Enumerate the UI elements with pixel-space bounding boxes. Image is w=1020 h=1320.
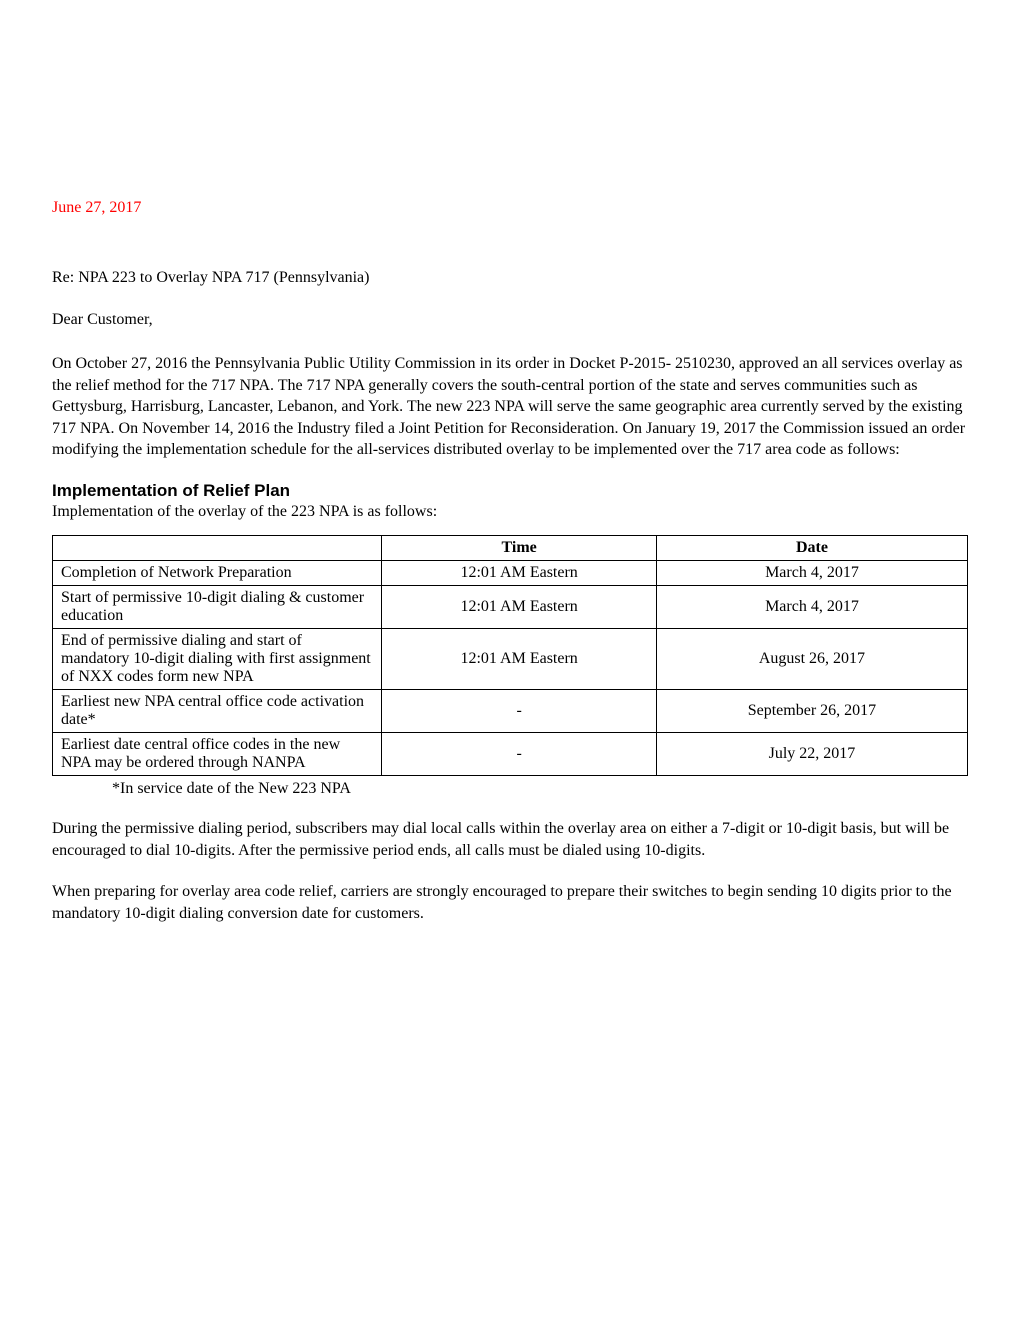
- row-label: Completion of Network Preparation: [53, 560, 382, 585]
- letter-date: June 27, 2017: [52, 199, 968, 217]
- implementation-table: Time Date Completion of Network Preparat…: [52, 535, 968, 776]
- row-label: End of permissive dialing and start of m…: [53, 628, 382, 689]
- table-footnote: *In service date of the New 223 NPA: [112, 780, 968, 798]
- row-date: March 4, 2017: [656, 585, 967, 628]
- row-time: 12:01 AM Eastern: [382, 560, 657, 585]
- header-date: Date: [656, 535, 967, 560]
- permissive-paragraph: During the permissive dialing period, su…: [52, 818, 968, 861]
- table-row: Earliest date central office codes in th…: [53, 732, 968, 775]
- row-date: September 26, 2017: [656, 689, 967, 732]
- header-time: Time: [382, 535, 657, 560]
- intro-paragraph: On October 27, 2016 the Pennsylvania Pub…: [52, 353, 968, 461]
- table-row: Earliest new NPA central office code act…: [53, 689, 968, 732]
- row-date: August 26, 2017: [656, 628, 967, 689]
- preparing-paragraph: When preparing for overlay area code rel…: [52, 881, 968, 924]
- section-heading: Implementation of Relief Plan: [52, 481, 968, 501]
- row-time: 12:01 AM Eastern: [382, 585, 657, 628]
- table-row: Completion of Network Preparation 12:01 …: [53, 560, 968, 585]
- row-label: Earliest new NPA central office code act…: [53, 689, 382, 732]
- row-label: Start of permissive 10-digit dialing & c…: [53, 585, 382, 628]
- row-date: March 4, 2017: [656, 560, 967, 585]
- letter-salutation: Dear Customer,: [52, 311, 968, 329]
- row-label: Earliest date central office codes in th…: [53, 732, 382, 775]
- row-date: July 22, 2017: [656, 732, 967, 775]
- table-row: Start of permissive 10-digit dialing & c…: [53, 585, 968, 628]
- row-time: -: [382, 732, 657, 775]
- section-intro: Implementation of the overlay of the 223…: [52, 503, 968, 521]
- table-row: End of permissive dialing and start of m…: [53, 628, 968, 689]
- table-header-row: Time Date: [53, 535, 968, 560]
- letter-subject: Re: NPA 223 to Overlay NPA 717 (Pennsylv…: [52, 269, 968, 287]
- row-time: 12:01 AM Eastern: [382, 628, 657, 689]
- row-time: -: [382, 689, 657, 732]
- header-blank: [53, 535, 382, 560]
